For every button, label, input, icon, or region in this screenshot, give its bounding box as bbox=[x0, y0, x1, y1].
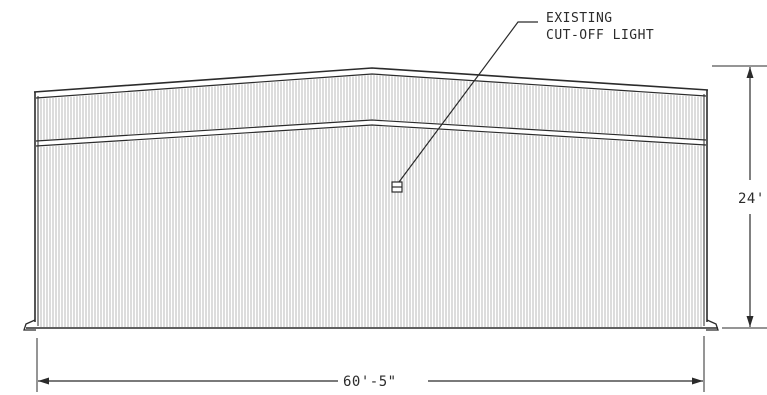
width-dimension bbox=[36, 336, 705, 392]
width-arrow-right bbox=[692, 377, 703, 385]
height-dimension-label: 24' bbox=[738, 191, 765, 207]
annotation-line-1: EXISTING bbox=[546, 11, 613, 26]
height-arrow-top bbox=[746, 67, 754, 78]
width-dimension-label: 60'-5" bbox=[343, 374, 397, 390]
left-base-flashing bbox=[23, 319, 36, 331]
belt-line-upper bbox=[35, 119, 707, 142]
right-base-flashing bbox=[706, 319, 719, 331]
cut-off-light-fixture bbox=[391, 181, 403, 193]
width-arrow-left bbox=[38, 377, 49, 385]
annotation-leader-line bbox=[398, 21, 538, 183]
wall-siding-ribs bbox=[40, 75, 702, 327]
roof-line bbox=[33, 67, 709, 93]
eave-trim-line bbox=[35, 73, 707, 99]
height-arrow-bottom bbox=[746, 316, 754, 327]
annotation-line-2: CUT-OFF LIGHT bbox=[546, 28, 654, 43]
height-dimension bbox=[712, 65, 767, 329]
belt-line-lower bbox=[35, 124, 707, 147]
building-outline bbox=[23, 67, 719, 331]
